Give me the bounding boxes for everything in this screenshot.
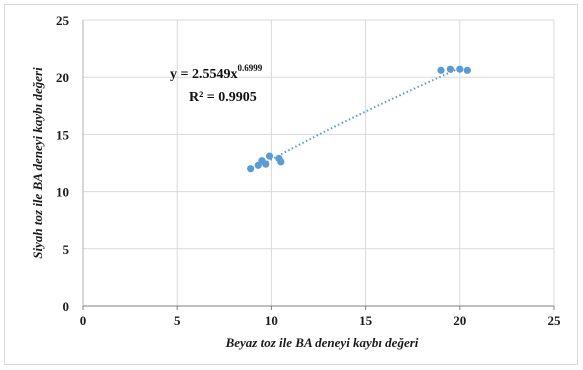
data-point: [463, 66, 471, 74]
y-tick-label: 5: [63, 242, 70, 257]
data-point: [247, 165, 255, 173]
x-tick-label: 10: [265, 313, 278, 328]
y-tick-label: 25: [56, 13, 70, 28]
x-tick-label: 5: [174, 313, 181, 328]
x-tick-label: 25: [548, 313, 562, 328]
y-axis-label: Siyah toz ile BA deneyi kaybı değeri: [30, 67, 45, 259]
y-tick-label: 15: [56, 127, 70, 142]
y-tick-label: 10: [56, 185, 69, 200]
trendline: [259, 67, 459, 167]
y-tick-label: 20: [56, 70, 69, 85]
chart-frame: [4, 4, 578, 365]
data-point: [262, 160, 270, 168]
data-point: [265, 152, 274, 160]
data-point: [446, 65, 454, 73]
equation-exponent: 0.6999: [237, 63, 262, 73]
x-axis-label: Beyaz toz ile BA deneyi kaybı değeri: [225, 335, 419, 350]
x-tick-label: 0: [80, 313, 87, 328]
data-points: [247, 65, 471, 173]
data-point: [456, 65, 464, 73]
y-tick-labels: 0 5 10 15 20 25: [56, 13, 70, 314]
x-tick-label: 20: [453, 313, 466, 328]
x-tick-label: 15: [359, 313, 373, 328]
y-tick-label: 0: [63, 299, 70, 314]
data-point: [277, 158, 285, 166]
x-tick-labels: 0 5 10 15 20 25: [80, 306, 561, 328]
trendline-equation: y = 2.5549x0.6999: [170, 63, 263, 82]
equation-main: y = 2.5549x: [170, 67, 237, 82]
r-squared-label: R² = 0.9905: [189, 90, 257, 105]
data-point: [437, 66, 445, 74]
grid-lines: [83, 19, 555, 306]
